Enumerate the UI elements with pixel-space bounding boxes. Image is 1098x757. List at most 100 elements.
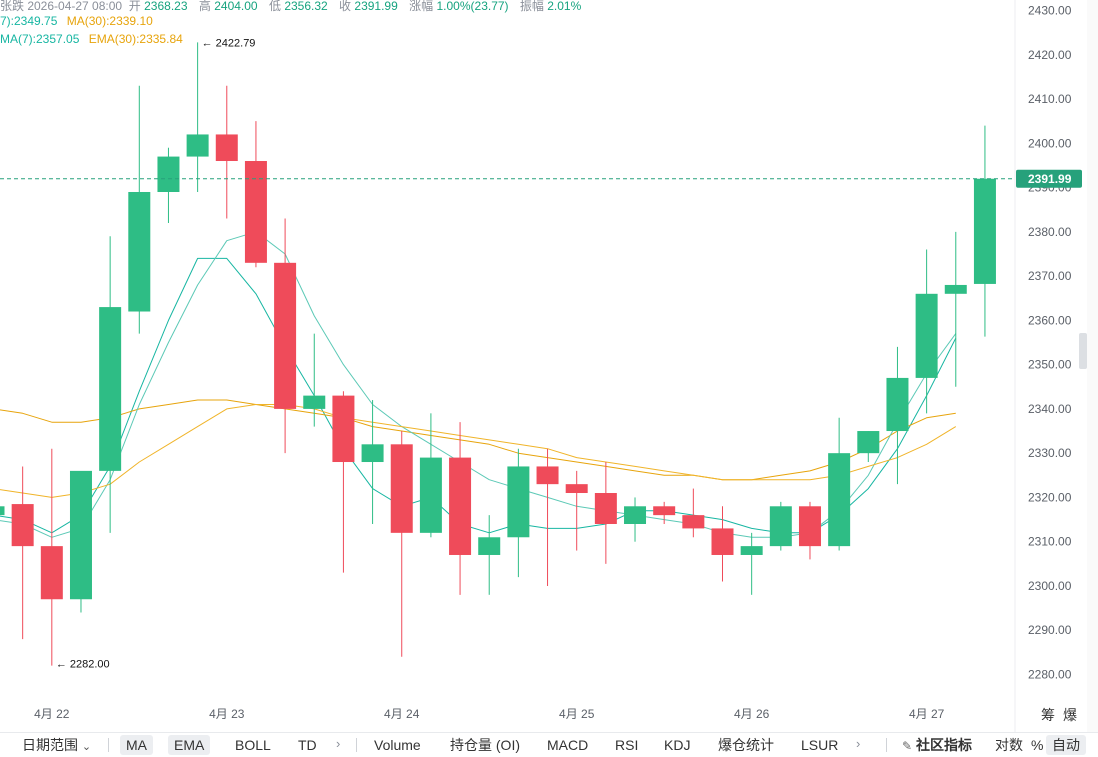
y-tick-label: 2370.00 [1028,269,1072,283]
liquidation-map-toggle[interactable]: 爆 [1063,707,1077,723]
candle [361,400,384,524]
ema7-legend: MA(7):2357.05 [0,32,80,46]
chart-canvas[interactable]: 2280.00 2290.00 2300.00 2310.00 2320.00 2330.… [0,0,1098,732]
candle-body [886,377,909,432]
candle-body [11,504,34,547]
oi-toggle[interactable]: 持仓量 (OI) [450,737,520,753]
info-date: 张跌 2026-04-27 08:00 [0,0,123,13]
candle [594,462,617,564]
percent-scale-toggle[interactable]: % [1031,737,1044,753]
y-tick-label: 2380.00 [1028,225,1072,239]
indicator-line [0,231,957,538]
candle-body [769,506,792,547]
candle-body [798,506,821,547]
ema-toggle[interactable]: EMA [168,735,211,755]
community-label: 社区指标 [915,737,972,753]
kdj-toggle[interactable]: KDJ [664,737,691,753]
liquidation-toggle[interactable]: 爆仓统计 [718,737,774,753]
candle-body [711,528,734,555]
chip-distribution-toggle[interactable]: 筹 [1041,707,1055,723]
candle [419,413,442,538]
price-extreme-label: ← 2282.00 [56,659,110,671]
ma-legend: 7):2349.75 MA(30):2339.10 [0,14,153,28]
annotations: ← 2422.79 ← 2282.00 [56,37,256,670]
log-scale-toggle[interactable]: 对数 [995,737,1023,753]
x-tick-label: 4月 24 [384,707,420,721]
community-indicators-button[interactable]: ✎ 社区指标 [902,736,972,754]
open-label: 开 [128,0,141,13]
y-tick-label: 2280.00 [1028,668,1072,682]
y-tick-label: 2300.00 [1028,579,1072,593]
panel-collapse-handle[interactable] [1079,333,1087,369]
chevron-down-icon: ⌄ [81,741,92,753]
candle [682,488,705,538]
macd-toggle[interactable]: MACD [547,737,589,753]
x-tick-label: 4月 22 [34,707,70,721]
candle-body [99,307,122,471]
candle [507,448,530,578]
candle [798,501,821,560]
high-value: 2404.00 [214,0,258,13]
amp-value: 2.01% [547,0,582,13]
y-tick-label: 2420.00 [1028,48,1072,62]
x-tick-label: 4月 26 [734,707,770,721]
candle [536,448,559,586]
y-tick-label: 2360.00 [1028,313,1072,327]
candle [915,249,938,414]
change-value: 1.00%(23.77) [436,0,509,13]
indicator-toolbar: 日期范围 ⌄ MA EMA BOLL TD › Volume 持仓量 (OI) … [0,732,1098,757]
lsur-toggle[interactable]: LSUR [801,737,839,753]
price-axis: 2280.00 2290.00 2300.00 2310.00 2320.00 2330.… [1028,4,1072,682]
candle [624,497,647,542]
candle-body [0,506,5,516]
candle-body [449,457,472,555]
chevron-right-icon[interactable]: › [856,736,861,751]
candle [332,391,355,573]
date-range-button[interactable]: 日期范围 ⌄ [22,736,91,754]
boll-toggle[interactable]: BOLL [235,737,271,753]
candle-body [332,395,355,463]
candle-body [215,134,238,162]
candle [303,333,326,427]
volume-toggle[interactable]: Volume [374,737,421,753]
open-value: 2368.23 [144,0,188,13]
candle [0,506,5,516]
y-tick-label: 2320.00 [1028,490,1072,504]
candle-body [244,161,267,263]
auto-scale-toggle[interactable]: 自动 [1046,735,1086,755]
right-edge-strip [1087,0,1098,732]
chevron-right-icon[interactable]: › [336,736,341,751]
y-tick-label: 2290.00 [1028,623,1072,637]
edit-icon: ✎ [902,739,913,753]
ohlc-info: 张跌 2026-04-27 08:00 开 2368.23 高 2404.00 … [0,0,589,14]
candle-body [274,262,297,409]
divider [108,738,109,752]
close-label: 收 [339,0,352,13]
candle-body [915,293,938,378]
x-tick-label: 4月 25 [559,707,595,721]
candle [449,422,472,595]
td-toggle[interactable]: TD [298,737,317,753]
candle [740,532,763,595]
ma-toggle[interactable]: MA [120,735,153,755]
y-tick-label: 2310.00 [1028,535,1072,549]
candle [565,470,588,551]
indicator-line [0,257,957,534]
candle [478,515,501,595]
candle [769,501,792,551]
y-tick-label: 2330.00 [1028,446,1072,460]
ma30-legend: MA(30):2339.10 [66,14,153,28]
ema-legend: MA(7):2357.05 EMA(30):2335.84 [0,32,183,46]
candle-body [828,453,851,547]
close-value: 2391.99 [354,0,398,13]
x-tick-label: 4月 23 [209,707,245,721]
candle [128,85,151,334]
candle-body [361,444,384,463]
rsi-toggle[interactable]: RSI [615,737,639,753]
candle-body [186,134,209,157]
candle-body [944,284,967,294]
change-label: 涨幅 [409,0,434,13]
candle [711,506,734,582]
divider [886,738,887,752]
